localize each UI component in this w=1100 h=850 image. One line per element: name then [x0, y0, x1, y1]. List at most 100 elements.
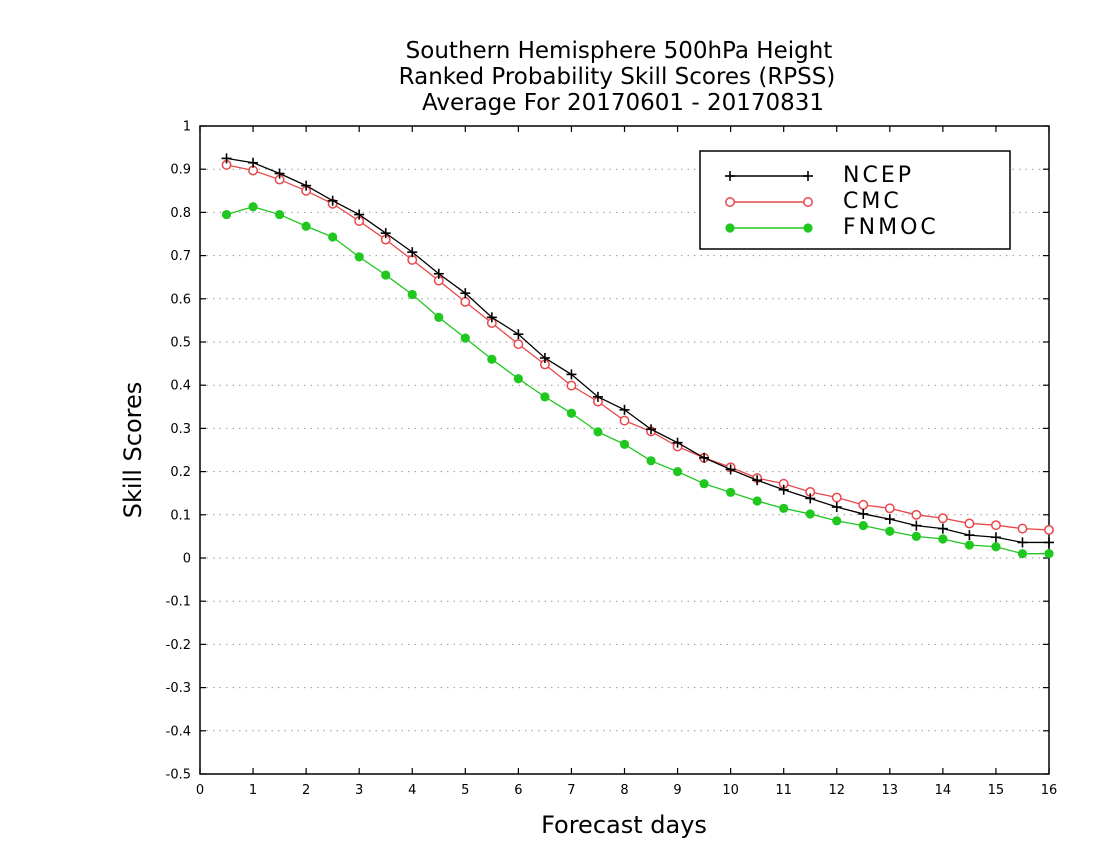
data-point-fnmoc: [301, 221, 311, 231]
legend-marker-fnmoc: [803, 223, 813, 233]
y-tick-label: 0.6: [170, 292, 191, 307]
data-point-ncep: [221, 153, 232, 164]
x-tick-label: 13: [882, 783, 899, 798]
x-tick-label: 11: [775, 783, 792, 798]
data-point-fnmoc: [619, 439, 630, 449]
data-point-fnmoc: [779, 503, 789, 513]
data-point-fnmoc: [646, 456, 656, 466]
x-tick-label: 12: [828, 783, 845, 798]
x-tick-label: 3: [355, 783, 363, 798]
data-point-ncep: [725, 464, 736, 475]
data-point-cmc: [831, 492, 842, 503]
data-point-ncep: [539, 352, 550, 363]
legend-label-ncep: NCEP: [843, 163, 914, 188]
data-point-fnmoc: [1017, 549, 1028, 559]
data-point-ncep: [301, 180, 312, 191]
x-tick-label: 6: [514, 783, 522, 798]
legend-marker-cmc: [803, 197, 813, 207]
x-tick-label: 8: [620, 783, 628, 798]
data-point-ncep: [274, 168, 285, 179]
data-point-ncep: [831, 502, 842, 513]
data-point-ncep: [354, 209, 365, 220]
y-tick-label: -0.1: [166, 595, 191, 610]
y-tick-label: 0.3: [170, 422, 191, 437]
data-point-ncep: [407, 247, 418, 258]
data-point-ncep: [805, 493, 816, 504]
data-point-cmc: [460, 296, 471, 307]
data-point-ncep: [433, 268, 444, 279]
data-point-fnmoc: [593, 427, 603, 437]
data-point-cmc: [513, 339, 524, 350]
data-point-cmc: [566, 380, 577, 391]
title-line-2: Ranked Probability Skill Scores (RPSS): [399, 64, 836, 90]
legend-swatches: [725, 171, 813, 233]
data-point-fnmoc: [487, 354, 497, 364]
data-point-ncep: [990, 532, 1001, 543]
title-line-3: Average For 20170601 - 20170831: [422, 90, 824, 116]
data-point-ncep: [460, 288, 471, 299]
data-point-fnmoc: [460, 333, 470, 343]
data-point-fnmoc: [540, 392, 550, 402]
y-tick-label: 0.8: [170, 206, 191, 221]
tick-layer: -0.5 -0.4 -0.3 -0.2 -0.1 0 0.1 0.2 0.3 0.4 0.5 0.6 0…: [166, 120, 1058, 799]
legend-box: [699, 150, 1011, 250]
y-tick-label: 0.7: [170, 249, 191, 264]
data-point-fnmoc: [938, 534, 948, 544]
data-point-cmc: [964, 518, 975, 529]
data-point-ncep: [1017, 537, 1028, 548]
x-tick-label: 7: [567, 783, 575, 798]
y-tick-label: 0.4: [170, 379, 191, 394]
legend-label-cmc: CMC: [843, 189, 902, 214]
data-point-fnmoc: [381, 270, 391, 280]
series-line-ncep: [226, 157, 1049, 544]
data-point-fnmoc: [885, 526, 895, 536]
data-point-fnmoc: [858, 521, 868, 531]
data-point-cmc: [858, 499, 869, 510]
data-point-ncep: [699, 452, 710, 463]
data-point-fnmoc: [991, 542, 1001, 552]
data-point-fnmoc: [566, 408, 577, 418]
data-point-ncep: [619, 404, 630, 415]
data-point-ncep: [380, 228, 391, 239]
data-point-cmc: [911, 509, 922, 520]
data-point-fnmoc: [832, 516, 842, 526]
data-point-fnmoc: [407, 289, 417, 300]
y-tick-label: -0.3: [166, 681, 191, 696]
chart-title: Southern Hemisphere 500hPa Height Ranked…: [399, 38, 836, 116]
y-tick-label: 0.9: [170, 163, 191, 178]
x-tick-label: 9: [673, 783, 681, 798]
y-axis-label: Skill Scores: [119, 382, 147, 519]
data-point-ncep: [513, 329, 524, 340]
data-point-fnmoc: [221, 209, 232, 220]
data-point-fnmoc: [1044, 549, 1054, 559]
y-tick-label: 1: [183, 120, 191, 135]
data-point-cmc: [1017, 523, 1028, 534]
y-tick-label: 0.2: [170, 465, 191, 480]
data-point-cmc: [884, 503, 895, 514]
data-point-ncep: [858, 508, 869, 519]
x-tick-label: 5: [461, 783, 469, 798]
data-point-fnmoc: [672, 467, 683, 477]
x-tick-label: 14: [935, 783, 952, 798]
data-point-ncep: [884, 514, 895, 525]
series-ncep: [221, 153, 1054, 548]
series-fnmoc: [221, 202, 1054, 559]
y-tick-label: 0.1: [170, 508, 191, 523]
data-point-ncep: [964, 530, 975, 541]
data-point-fnmoc: [752, 496, 762, 506]
data-point-ncep: [646, 424, 657, 435]
x-tick-label: 2: [302, 783, 310, 798]
y-tick-label: -0.2: [166, 638, 191, 653]
data-point-fnmoc: [434, 312, 444, 322]
grid-layer: [200, 168, 1049, 732]
x-tick-label: 0: [196, 783, 204, 798]
legend: NCEP CMC FNMOC: [699, 150, 1011, 250]
data-point-ncep: [752, 475, 763, 486]
data-point-ncep: [1044, 537, 1054, 548]
x-tick-label: 10: [722, 783, 739, 798]
data-point-cmc: [1044, 524, 1054, 535]
data-point-ncep: [592, 391, 603, 402]
series-line-fnmoc: [226, 206, 1049, 555]
x-tick-label: 4: [408, 783, 416, 798]
